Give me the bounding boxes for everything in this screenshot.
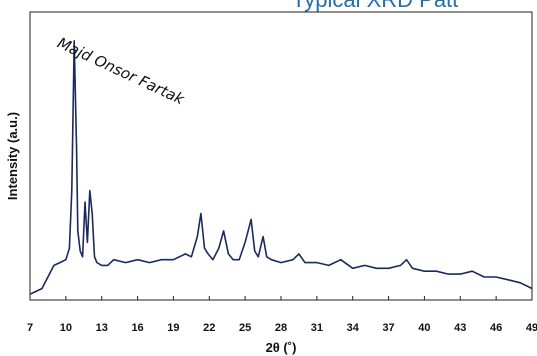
x-tick-label: 25 (239, 322, 251, 334)
series-layer (29, 39, 533, 295)
x-tick-label: 46 (490, 322, 502, 334)
xrd-pattern-line (29, 39, 533, 295)
y-axis-title: Intensity (a.u.) (5, 112, 20, 200)
x-tick-label: 49 (526, 322, 537, 334)
banner-text: Typical XRD Patt (292, 0, 458, 12)
x-tick-label: 13 (96, 322, 108, 334)
x-tick-label: 10 (60, 322, 72, 334)
x-tick-label: 28 (275, 322, 287, 334)
x-tick-label: 22 (203, 322, 215, 334)
x-tick-label: 34 (347, 322, 360, 334)
x-tick-label: 40 (418, 322, 430, 334)
x-tick-label: 37 (382, 322, 394, 334)
x-tick-label: 31 (311, 322, 323, 334)
x-ticks: 7 10 13 16 19 22 25 28 31 34 37 40 43 46 49 (27, 296, 537, 334)
x-tick-label: 43 (454, 322, 466, 334)
x-axis-title: 2θ (˚) (266, 340, 297, 355)
x-tick-label: 16 (131, 322, 143, 334)
x-tick-label: 19 (167, 322, 179, 334)
x-tick-label: 7 (27, 322, 33, 334)
